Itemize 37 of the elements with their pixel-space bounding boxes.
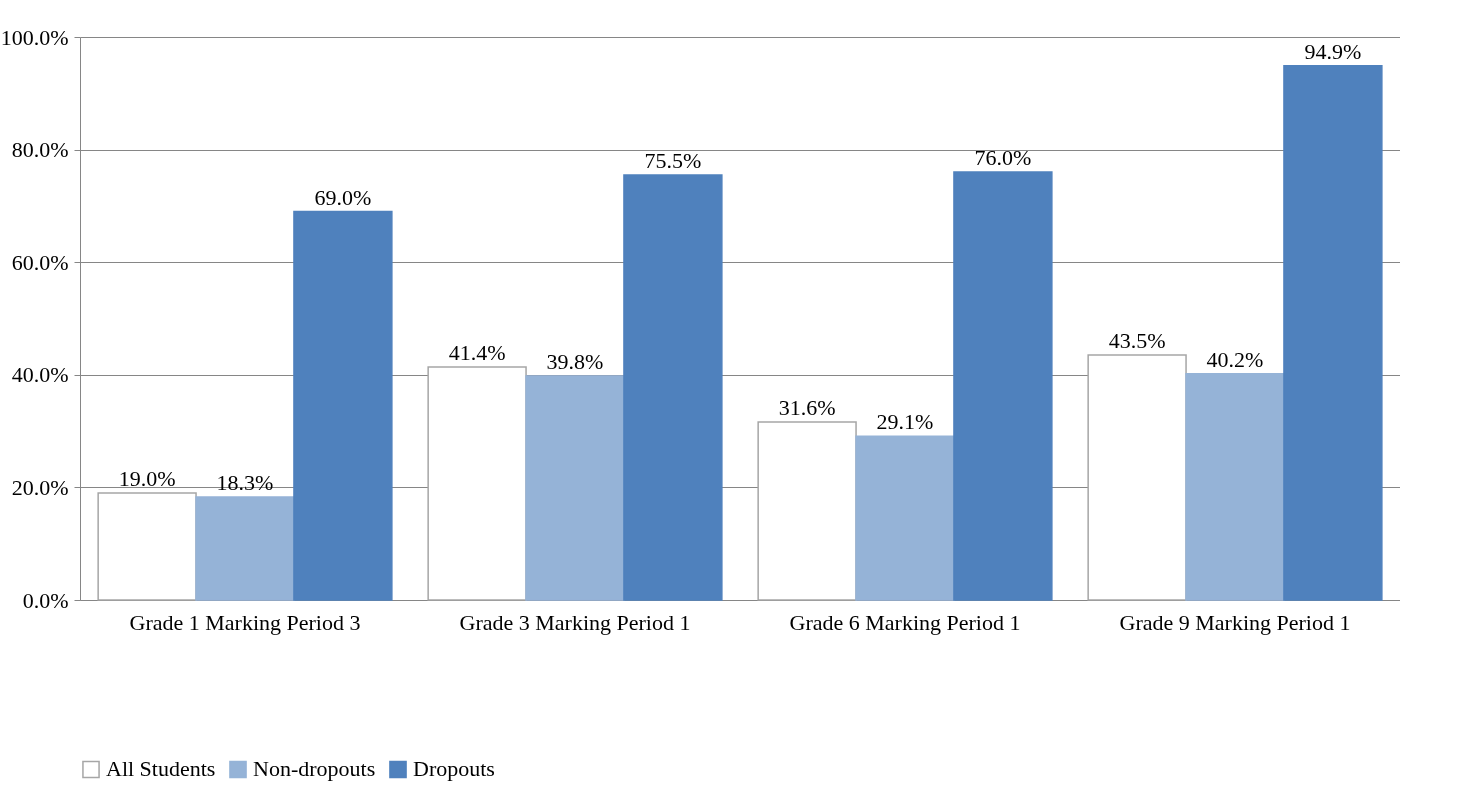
- y-tick-label: 20.0%: [11, 474, 69, 500]
- data-label: 39.8%: [546, 348, 604, 374]
- y-tick-label: 0.0%: [22, 587, 69, 613]
- y-tick-label: 100.0%: [0, 24, 69, 50]
- data-label: 29.1%: [876, 409, 934, 435]
- data-label: 41.4%: [448, 339, 506, 365]
- data-label: 31.6%: [778, 395, 836, 421]
- bar: [1283, 64, 1383, 601]
- x-tick-label: Grade 3 Marking Period 1: [459, 609, 691, 635]
- data-label: 40.2%: [1206, 346, 1264, 372]
- x-tick-label: Grade 9 Marking Period 1: [1119, 609, 1351, 635]
- bar: [855, 435, 955, 601]
- legend-label: All Students: [106, 756, 216, 782]
- data-label: 94.9%: [1304, 38, 1362, 64]
- bar: [195, 496, 295, 601]
- legend-label: Dropouts: [413, 756, 495, 782]
- legend-label: Non-dropouts: [253, 756, 376, 782]
- bar: [427, 366, 527, 601]
- data-label: 76.0%: [974, 145, 1032, 171]
- bar: [97, 492, 197, 601]
- bar: [525, 375, 625, 601]
- bar: [953, 171, 1053, 601]
- x-tick-label: Grade 1 Marking Period 3: [129, 609, 361, 635]
- bar: [1185, 372, 1285, 601]
- data-label: 43.5%: [1108, 328, 1166, 354]
- bar: [757, 421, 857, 601]
- bar: [1087, 354, 1187, 601]
- x-tick-label: Grade 6 Marking Period 1: [789, 609, 1021, 635]
- data-label: 19.0%: [118, 466, 176, 492]
- data-label: 75.5%: [644, 147, 702, 173]
- data-label: 18.3%: [216, 469, 274, 495]
- y-tick-label: 60.0%: [11, 249, 69, 275]
- y-tick-label: 40.0%: [11, 362, 69, 388]
- bar: [623, 174, 723, 601]
- y-tick-label: 80.0%: [11, 137, 69, 163]
- bar: [293, 210, 393, 601]
- data-label: 69.0%: [314, 184, 372, 210]
